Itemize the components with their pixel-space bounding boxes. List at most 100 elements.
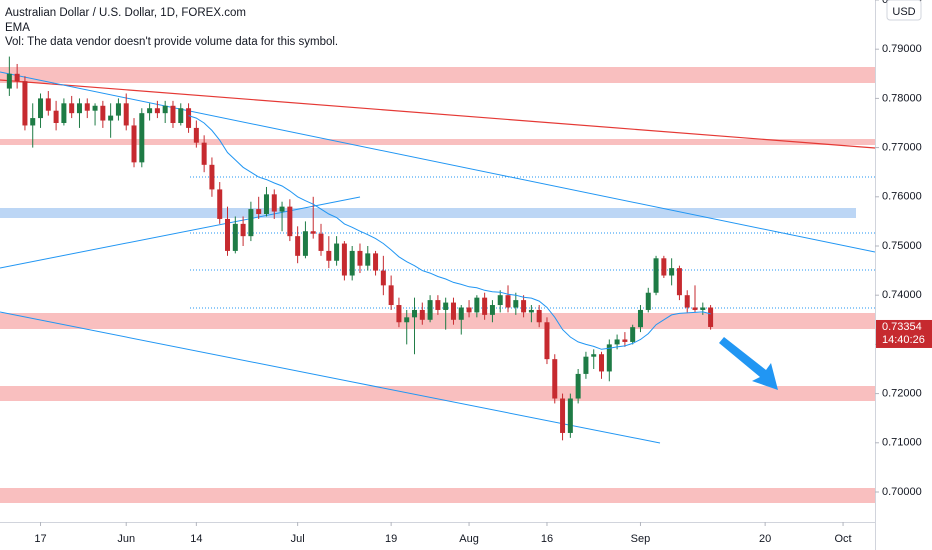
candle-body	[435, 300, 441, 310]
x-tick-label: 14	[190, 533, 202, 545]
support-zone	[0, 488, 875, 503]
axes: 0.700000.710000.720000.730000.740000.750…	[34, 0, 922, 545]
candle-body	[645, 292, 651, 310]
zone	[0, 208, 856, 218]
candle-body	[232, 223, 238, 251]
trend-line	[0, 311, 661, 444]
x-tick-label: 19	[385, 533, 397, 545]
trend-line	[0, 196, 361, 269]
candle-body	[357, 250, 363, 266]
candle-body	[637, 309, 643, 328]
candle-body	[622, 339, 628, 342]
candle-body	[310, 231, 316, 234]
candle-body	[396, 305, 402, 323]
candle-body	[560, 398, 566, 433]
currency: USD	[892, 6, 915, 18]
candle-body	[575, 373, 581, 399]
candle-body	[263, 194, 269, 215]
trend-line	[0, 71, 875, 253]
trend-line	[0, 79, 875, 149]
candle-body	[684, 295, 690, 308]
candle-body	[170, 105, 176, 123]
candle-body	[341, 243, 347, 276]
x-tick-label: 16	[541, 533, 553, 545]
candle-body	[544, 322, 550, 360]
support-zone	[0, 313, 875, 329]
resistance-zone	[0, 139, 875, 145]
ema-line	[188, 115, 711, 350]
y-tick-label: 0.74000	[882, 289, 922, 301]
candle-body	[287, 206, 293, 237]
candle-body	[513, 300, 519, 308]
y-tick-label: 0.75000	[882, 240, 922, 252]
candle-body	[427, 300, 433, 320]
x-tick-label: Jul	[291, 533, 305, 545]
candle-body	[489, 305, 495, 315]
arrow	[719, 337, 778, 390]
x-tick-label: Jun	[117, 533, 135, 545]
series	[6, 56, 714, 441]
candle-body	[256, 209, 262, 215]
candle-body	[84, 103, 90, 111]
candle-body	[334, 243, 340, 261]
price-tag-box	[876, 319, 932, 348]
candle-body	[92, 105, 98, 111]
y-tick-label: 0.77000	[882, 142, 922, 154]
candle-body	[536, 309, 542, 323]
candle-body	[614, 339, 620, 345]
candle-body	[661, 258, 667, 276]
candle-body	[419, 309, 425, 320]
candle-body	[404, 317, 410, 323]
candle-body	[115, 103, 121, 116]
volume-note: Vol: The data vendor doesn't provide vol…	[5, 36, 338, 48]
candle-body	[295, 236, 301, 256]
candle-body	[474, 297, 480, 313]
candle-body	[388, 285, 394, 306]
candle-body	[217, 189, 223, 219]
candle-body	[61, 103, 67, 123]
candle-body	[22, 81, 28, 126]
candle-body	[583, 356, 589, 374]
drawings	[0, 67, 875, 503]
candle-body	[201, 142, 207, 165]
candle-body	[591, 354, 597, 357]
candle-body	[676, 268, 682, 296]
candle-body	[497, 295, 503, 306]
candle-body	[193, 127, 199, 143]
candle-body	[14, 73, 20, 82]
candle-body	[30, 118, 36, 126]
candle-body	[186, 108, 192, 128]
candle-body	[162, 105, 168, 114]
candle-body	[123, 103, 129, 126]
chart-title: Australian Dollar / U.S. Dollar, 1D, FOR…	[5, 7, 246, 19]
candle-body	[139, 113, 145, 163]
candle-body	[450, 302, 456, 320]
candle-body	[6, 73, 12, 89]
candle-body	[567, 398, 573, 433]
candle-body	[373, 253, 379, 271]
candle-body	[458, 307, 464, 320]
candle-body	[326, 250, 332, 261]
x-tick-label: Aug	[459, 533, 479, 545]
candle-body	[279, 206, 285, 212]
candle-body	[349, 250, 355, 276]
x-tick-label: 17	[34, 533, 46, 545]
x-tick-label: Sep	[631, 533, 651, 545]
candle-body	[692, 307, 698, 310]
candle-body	[708, 307, 714, 327]
candle-body	[38, 98, 44, 119]
candle-body	[45, 98, 51, 111]
candle-body	[131, 125, 137, 163]
candle-body	[69, 103, 75, 114]
candle-body	[365, 253, 371, 266]
candle-body	[147, 108, 153, 114]
countdown: 14:40:26	[882, 334, 925, 346]
y-tick-label: 0.78000	[882, 92, 922, 104]
x-tick-label: Oct	[834, 533, 851, 545]
y-tick-label: 0.70000	[882, 486, 922, 498]
last-price: 0.73354	[882, 321, 922, 333]
y-tick-label: 0.79000	[882, 43, 922, 55]
candle-body	[412, 309, 418, 318]
